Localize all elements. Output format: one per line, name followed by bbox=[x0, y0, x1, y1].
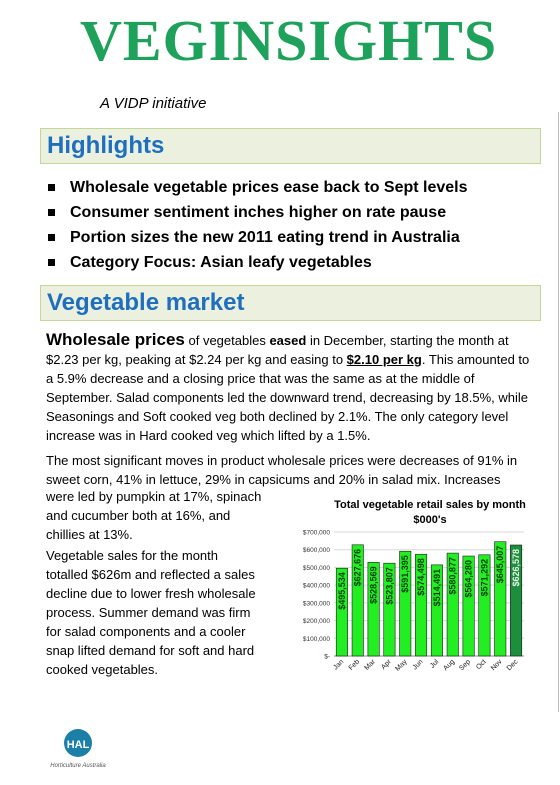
bar-data-label: $580,877 bbox=[448, 557, 458, 595]
product-moves-paragraph: The most significant moves in product wh… bbox=[46, 451, 536, 489]
hal-logo-caption: Horticulture Australia bbox=[50, 763, 106, 769]
p1-text-e: . This amounted to a 5.9% decrease and a… bbox=[46, 352, 530, 443]
x-tick-label: Jan bbox=[332, 658, 345, 671]
p3-line: totalled $626m and reflected a sales bbox=[46, 567, 255, 582]
x-tick-label: Nov bbox=[490, 658, 504, 672]
y-tick-label: $200,000 bbox=[303, 618, 330, 625]
product-moves-continued: were led by pumpkin at 17%, spinach and … bbox=[46, 487, 286, 544]
highlight-item: Category Focus: Asian leafy vegetables bbox=[46, 250, 468, 275]
p3-line: snap lifted demand for soft and hard bbox=[46, 643, 255, 658]
bar-data-label: $627,676 bbox=[353, 549, 363, 587]
chart-title-block: Total vegetable retail sales by month $0… bbox=[330, 498, 530, 528]
bar bbox=[494, 541, 507, 657]
p3-line: cooked vegetables. bbox=[46, 662, 159, 677]
p2-line: and cucumber both at 16%, and bbox=[46, 508, 231, 523]
tagline: A VIDP initiative bbox=[100, 95, 207, 112]
x-tick-label: May bbox=[394, 658, 409, 673]
bar-data-label: $626,578 bbox=[511, 549, 521, 587]
y-tick-label: $700,000 bbox=[303, 530, 330, 537]
bar bbox=[367, 562, 380, 657]
retail-sales-bar-chart: $- $100,000 $200,000 $300,000 $400,000 $500,0… bbox=[303, 530, 524, 673]
p1-closing-price: $2.10 per kg bbox=[346, 352, 422, 367]
bar-data-label: $571,292 bbox=[479, 559, 489, 597]
x-tick-label: Jul bbox=[429, 658, 441, 670]
bar-data-label: $591,395 bbox=[400, 555, 410, 593]
bar bbox=[335, 567, 348, 657]
highlights-heading-bar: Highlights bbox=[40, 128, 541, 164]
x-tick-label: Mar bbox=[364, 658, 378, 672]
p3-line: process. Summer demand was firm bbox=[46, 605, 251, 620]
highlight-item: Wholesale vegetable prices ease back to … bbox=[46, 175, 468, 200]
wholesale-lead: Wholesale prices bbox=[46, 330, 185, 349]
masthead-title: VEGINSIGHTS bbox=[80, 8, 498, 73]
highlights-list: Wholesale vegetable prices ease back to … bbox=[46, 175, 468, 275]
bar bbox=[383, 562, 396, 657]
y-tick-label: $- bbox=[324, 654, 330, 661]
right-rule bbox=[558, 112, 559, 712]
x-tick-label: Dec bbox=[506, 658, 520, 672]
y-tick-label: $100,000 bbox=[303, 636, 330, 643]
chart-subtitle: $000's bbox=[413, 514, 447, 526]
bar-data-label: $495,534 bbox=[337, 572, 347, 610]
sales-paragraph: Vegetable sales for the month totalled $… bbox=[46, 546, 286, 679]
p1-eased: eased bbox=[269, 333, 307, 348]
x-tick-label: Jun bbox=[412, 658, 425, 671]
bar-data-label: $514,491 bbox=[432, 569, 442, 607]
hal-logo-mark bbox=[64, 729, 92, 757]
bar-data-label: $645,007 bbox=[495, 546, 505, 584]
wholesale-paragraph: Wholesale prices of vegetables eased in … bbox=[46, 330, 536, 445]
bar bbox=[430, 564, 443, 657]
highlights-heading: Highlights bbox=[47, 132, 165, 159]
market-heading-bar: Vegetable market bbox=[40, 285, 541, 321]
p2-line: were led by pumpkin at 17%, spinach bbox=[46, 489, 262, 504]
p2-line: chillies at 13%. bbox=[46, 527, 133, 542]
x-tick-label: Aug bbox=[442, 658, 456, 672]
bar bbox=[415, 553, 428, 657]
hal-logo: HAL Horticulture Australia bbox=[50, 729, 106, 769]
p3-line: for salad components and a cooler bbox=[46, 624, 246, 639]
y-tick-label: $600,000 bbox=[303, 547, 330, 554]
x-tick-label: Oct bbox=[475, 658, 488, 671]
highlight-item: Portion sizes the new 2011 eating trend … bbox=[46, 225, 468, 250]
bar bbox=[399, 550, 412, 657]
bar-data-label: $528,569 bbox=[369, 566, 379, 604]
bar bbox=[446, 552, 459, 657]
p3-line: Vegetable sales for the month bbox=[46, 548, 219, 563]
bar bbox=[510, 544, 523, 657]
bar-data-label: $574,498 bbox=[416, 558, 426, 596]
highlight-item: Consumer sentiment inches higher on rate… bbox=[46, 200, 468, 225]
x-tick-label: Apr bbox=[380, 658, 393, 671]
bar bbox=[351, 544, 364, 657]
bar bbox=[462, 555, 475, 657]
hal-logo-text: HAL bbox=[67, 739, 90, 751]
p2-text-a: The most significant moves in product wh… bbox=[46, 453, 518, 487]
y-tick-label: $400,000 bbox=[303, 583, 330, 590]
p1-text-a: of vegetables bbox=[184, 333, 270, 348]
chart-title: Total vegetable retail sales by month bbox=[334, 499, 526, 511]
x-tick-label: Feb bbox=[348, 658, 362, 672]
p3-line: decline due to lower fresh wholesale bbox=[46, 586, 256, 601]
bar-data-label: $564,280 bbox=[464, 560, 474, 598]
bar-data-label: $523,807 bbox=[384, 567, 394, 605]
y-tick-label: $500,000 bbox=[303, 565, 330, 572]
market-heading: Vegetable market bbox=[47, 289, 245, 316]
y-tick-label: $300,000 bbox=[303, 600, 330, 607]
p1-text-c: in December, starting the month at $2.23… bbox=[46, 333, 509, 367]
x-tick-label: Sep bbox=[458, 658, 472, 672]
bar bbox=[478, 554, 491, 657]
